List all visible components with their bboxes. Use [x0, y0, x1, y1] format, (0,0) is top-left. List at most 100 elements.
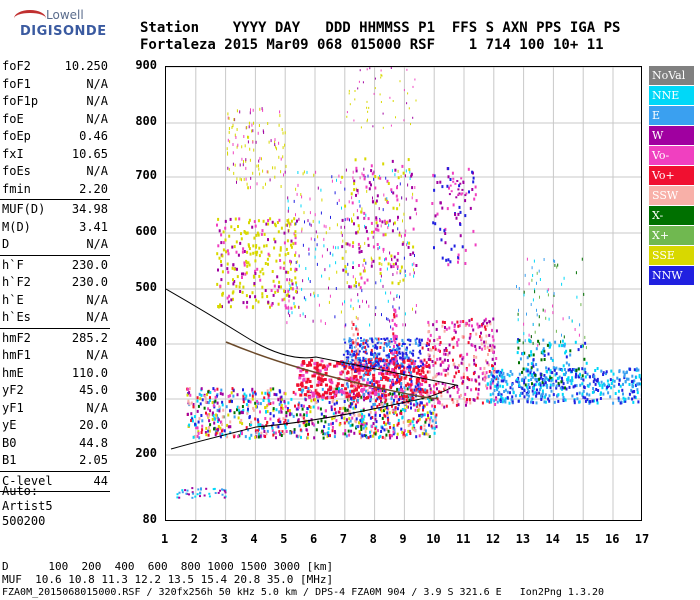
- echo-point: [401, 351, 404, 355]
- echo-point: [353, 179, 356, 183]
- echo-point: [205, 487, 208, 490]
- echo-point: [203, 494, 206, 497]
- echo-point: [358, 343, 361, 346]
- echo-point: [189, 393, 192, 397]
- echo-point: [318, 363, 322, 367]
- echo-point: [240, 411, 243, 415]
- echo-point: [367, 217, 370, 221]
- echo-point: [575, 369, 578, 372]
- echo-point: [374, 413, 377, 417]
- echo-point: [545, 316, 547, 320]
- echo-point: [413, 268, 415, 272]
- echo-point: [455, 196, 458, 199]
- echo-point: [276, 221, 279, 224]
- echo-point: [561, 344, 563, 348]
- echo-point: [458, 395, 461, 399]
- param-label: foF1: [2, 76, 31, 91]
- x-tick-label: 15: [575, 532, 590, 546]
- echo-point: [267, 402, 270, 406]
- echo-point: [336, 201, 338, 205]
- echo-point: [444, 373, 447, 377]
- echo-point: [414, 408, 417, 412]
- echo-point: [490, 400, 493, 404]
- echo-point: [356, 209, 358, 213]
- echo-point: [493, 367, 496, 371]
- echo-point: [372, 259, 375, 263]
- echo-point: [362, 423, 365, 427]
- echo-point: [388, 219, 391, 223]
- echo-point: [243, 250, 246, 253]
- echo-point: [573, 368, 576, 372]
- echo-point: [472, 176, 475, 180]
- echo-point: [544, 395, 546, 399]
- echo-point: [407, 424, 410, 428]
- echo-point: [363, 177, 366, 181]
- echo-point: [275, 408, 278, 412]
- echo-point: [269, 217, 272, 221]
- echo-point: [375, 430, 378, 434]
- echo-point: [344, 408, 347, 412]
- echo-point: [217, 427, 220, 431]
- echo-point: [401, 365, 404, 368]
- echo-point: [357, 371, 361, 375]
- echo-point: [375, 388, 378, 392]
- echo-point: [384, 375, 388, 379]
- legend-item: E: [649, 106, 694, 125]
- echo-point: [385, 221, 388, 225]
- param-row: yE 20.0: [0, 417, 112, 435]
- echo-point: [377, 247, 379, 251]
- echo-point: [592, 387, 595, 390]
- echo-point: [406, 241, 408, 245]
- echo-point: [415, 99, 417, 102]
- echo-point: [375, 218, 378, 221]
- echo-point: [417, 369, 421, 372]
- echo-point: [492, 350, 495, 354]
- echo-point: [348, 433, 351, 437]
- echo-point: [535, 394, 538, 398]
- echo-point: [323, 244, 325, 248]
- echo-point: [216, 223, 218, 227]
- echo-point: [578, 391, 581, 395]
- echo-point: [454, 330, 457, 334]
- echo-point: [272, 433, 275, 437]
- echo-point: [390, 395, 393, 399]
- param-row: yF2 45.0: [0, 382, 112, 400]
- echo-point: [596, 367, 599, 370]
- echo-point: [425, 361, 428, 365]
- echo-point: [294, 404, 296, 408]
- echo-point: [272, 431, 275, 435]
- echo-point: [367, 391, 370, 395]
- echo-point: [260, 431, 263, 435]
- echo-point: [402, 357, 405, 361]
- echo-point: [370, 256, 372, 260]
- echo-point: [227, 138, 229, 142]
- echo-point: [346, 115, 348, 118]
- echo-point: [316, 364, 320, 368]
- param-value: N/A: [86, 164, 108, 178]
- echo-point: [289, 267, 292, 271]
- echo-point: [277, 425, 280, 429]
- echo-point: [348, 392, 352, 396]
- echo-point: [564, 398, 567, 402]
- echo-point: [273, 246, 276, 250]
- echo-point: [296, 268, 298, 272]
- echo-point: [446, 359, 449, 362]
- echo-point: [433, 426, 436, 430]
- echo-point: [345, 410, 348, 414]
- echo-point: [245, 305, 248, 309]
- echo-point: [293, 232, 295, 236]
- echo-point: [466, 398, 468, 401]
- echo-point: [203, 406, 206, 410]
- echo-point: [265, 222, 268, 226]
- echo-point: [184, 489, 187, 492]
- echo-point: [360, 343, 363, 346]
- echo-point: [345, 270, 348, 274]
- echo-point: [380, 274, 382, 278]
- echo-point: [353, 350, 356, 353]
- ionogram-plot[interactable]: [165, 66, 642, 521]
- echo-point: [494, 362, 496, 366]
- echo-point: [412, 417, 415, 421]
- echo-point: [372, 230, 375, 234]
- echo-point: [364, 372, 366, 376]
- echo-point: [248, 436, 251, 440]
